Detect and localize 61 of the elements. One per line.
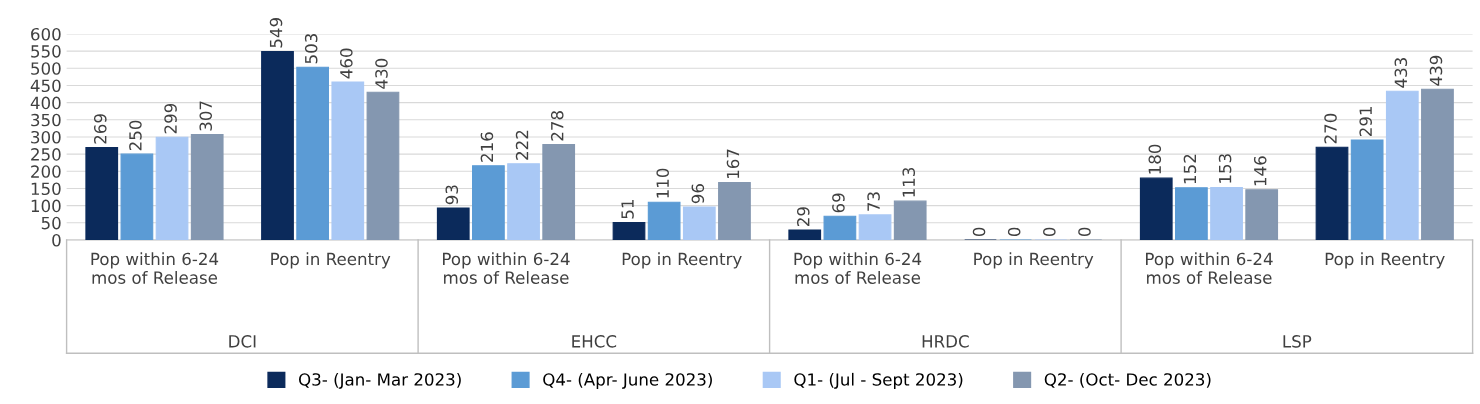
data-label: 0 — [1043, 227, 1056, 237]
y-tick-label: 200 — [31, 165, 61, 178]
data-label: 29 — [796, 207, 810, 227]
data-label: 0 — [1078, 227, 1091, 237]
data-label: 270 — [1324, 113, 1337, 144]
data-label: 291 — [1359, 107, 1372, 137]
y-tick-label: 350 — [31, 113, 61, 127]
y-tick-label: 0 — [52, 233, 61, 247]
y-tick-label: 300 — [31, 130, 61, 144]
data-label: 96 — [691, 184, 705, 204]
y-tick-label: 500 — [31, 62, 61, 75]
data-label: 167 — [726, 149, 740, 179]
legend-label: Q1- (Jul - Sept 2023) — [794, 372, 963, 389]
data-label: 433 — [1394, 58, 1408, 88]
y-tick-label: 100 — [31, 199, 61, 213]
legend-label: Q4- (Apr- June 2023) — [543, 372, 712, 389]
x-tick-label: Pop in Reentry — [271, 252, 391, 269]
y-tick-label: 250 — [31, 148, 61, 161]
x-tick-label: Pop within 6-24 mos of Release — [794, 252, 922, 284]
data-label: 153 — [1218, 154, 1232, 183]
data-label: 439 — [1429, 55, 1443, 86]
x-tick-label: Pop within 6-24 mos of Release — [443, 252, 570, 284]
data-label: 93 — [445, 185, 459, 205]
data-label: 307 — [199, 101, 213, 131]
data-label: 278 — [550, 111, 564, 141]
data-label: 0 — [972, 227, 986, 237]
y-tick-label: 550 — [31, 45, 61, 58]
data-label: 51 — [621, 200, 634, 219]
y-tick-label: 400 — [30, 96, 61, 110]
text: HRDC — [922, 335, 969, 348]
legend-label: Q2- (Oct- Dec 2023) — [1044, 372, 1211, 388]
data-label: 73 — [867, 192, 880, 211]
data-label: 152 — [1183, 154, 1197, 184]
data-label: 269 — [93, 114, 107, 144]
data-label: 0 — [1007, 227, 1021, 237]
data-label: 250 — [129, 120, 142, 151]
text: DCI — [229, 335, 256, 348]
data-label: 430 — [375, 58, 388, 89]
y-tick-label: 50 — [41, 216, 61, 230]
data-label: 110 — [656, 168, 669, 198]
x-tick-label: Pop within 6-24 mos of Release — [1146, 252, 1273, 284]
data-label: 113 — [902, 167, 916, 197]
data-label: 503 — [304, 33, 318, 64]
text: LSP — [1283, 335, 1312, 348]
x-tick-label: Pop within 6-24 mos of Release — [91, 252, 219, 284]
data-label: 460 — [340, 48, 353, 79]
data-label: 222 — [515, 130, 529, 160]
x-tick-label: Pop in Reentry — [622, 252, 742, 269]
data-label: 216 — [480, 132, 494, 162]
x-tick-label: Pop in Reentry — [1325, 252, 1445, 269]
legend-label: Q3- (Jan- Mar 2023) — [298, 372, 461, 389]
text: EHCC — [572, 335, 617, 348]
data-label: 146 — [1253, 156, 1267, 186]
data-label: 69 — [832, 193, 845, 213]
x-tick-label: Pop in Reentry — [974, 252, 1094, 269]
y-tick-label: 450 — [30, 79, 61, 93]
y-tick-label: 150 — [31, 182, 61, 196]
data-label: 549 — [269, 18, 283, 48]
data-label: 180 — [1148, 144, 1162, 174]
data-label: 299 — [164, 103, 177, 134]
y-tick-label: 600 — [31, 27, 61, 41]
